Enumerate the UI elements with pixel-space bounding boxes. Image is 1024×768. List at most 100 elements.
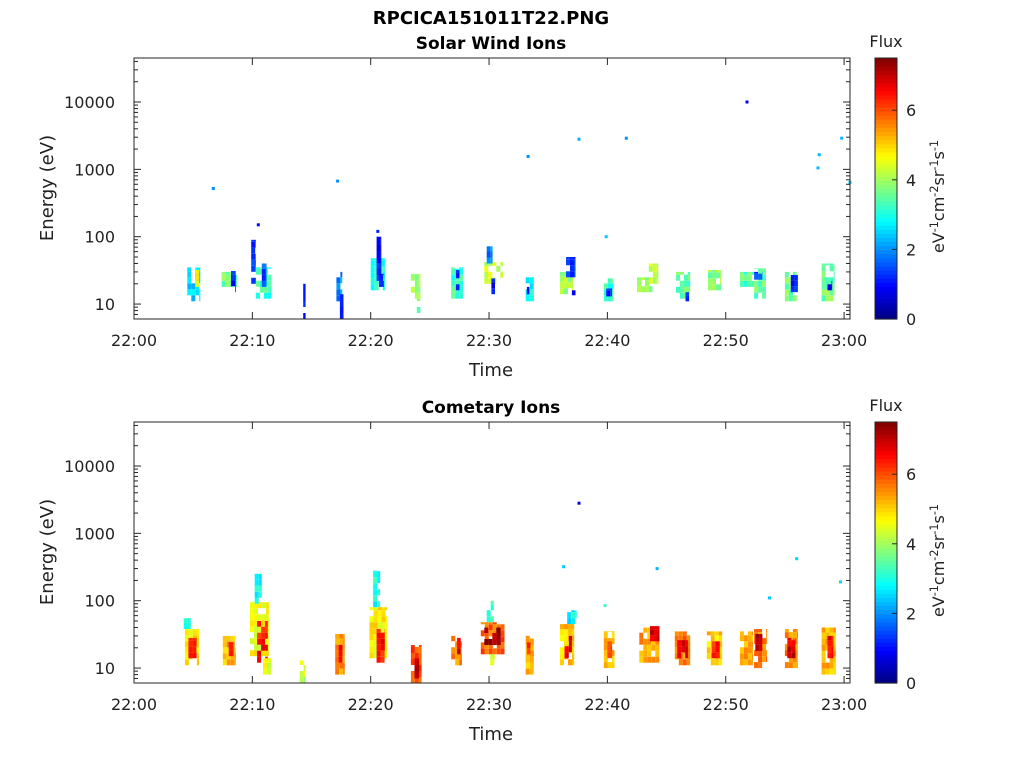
heatmap-cell [376, 257, 381, 263]
heatmap-cell [455, 653, 460, 660]
heatmap-cell [688, 271, 691, 275]
heatmap-cell [251, 277, 256, 284]
colorbar-band [875, 274, 897, 279]
heatmap-cell [340, 289, 343, 296]
heatmap-cell [451, 635, 456, 642]
heatmap-cell [188, 640, 193, 647]
heatmap-cell [231, 274, 235, 281]
heatmap-cell [418, 274, 421, 281]
heatmap-cell [262, 650, 266, 657]
colorbar-band [875, 507, 897, 513]
heatmap-cell [639, 632, 644, 639]
heatmap-cell [418, 659, 422, 665]
heatmap-cells-cometary [183, 501, 842, 683]
heatmap-cell [706, 647, 711, 654]
x-tick-label: 23:00 [821, 695, 867, 714]
heatmap-cell [385, 634, 388, 641]
heatmap-cell [647, 638, 652, 645]
heatmap-cell [379, 280, 383, 287]
heatmap-cell [788, 662, 793, 669]
heatmap-cell [747, 659, 752, 666]
heatmap-cell [794, 286, 798, 293]
heatmap-cell [336, 295, 341, 302]
heatmap-cell [459, 267, 463, 269]
heatmap-cell [790, 275, 795, 281]
heatmap-cell [343, 650, 345, 657]
heatmap-cell [373, 589, 378, 596]
heatmap-cell [267, 658, 271, 663]
heatmap-cell [791, 652, 796, 659]
heatmap-cell [762, 268, 766, 269]
heatmap-cell [385, 622, 388, 629]
axes-cometary: 22:00 22:10 22:20 22:30 22:40 22:50 23:00 10 100… [64, 421, 867, 714]
heatmap-cell [827, 646, 832, 653]
heatmap-cell [647, 627, 652, 633]
heatmap-cell [794, 275, 798, 281]
heatmap-cell [335, 634, 340, 639]
heatmap-cell [568, 276, 572, 283]
colorbar-band [875, 487, 897, 492]
heatmap-point [840, 136, 844, 140]
heatmap-cell [486, 251, 491, 258]
heatmap-cell [261, 638, 266, 645]
heatmap-cell [648, 277, 653, 284]
heatmap-cell [708, 284, 712, 291]
colorbar-band [875, 106, 897, 112]
heatmap-cell [254, 602, 258, 609]
colorbar-tick-label: 0 [906, 674, 916, 693]
heatmap-cell [488, 639, 493, 645]
heatmap-cell [484, 630, 489, 637]
heatmap-cell [568, 282, 572, 289]
heatmap-cell [380, 257, 382, 263]
heatmap-cell [825, 662, 830, 669]
colorbar-band [875, 605, 897, 611]
heatmap-cell [496, 627, 501, 633]
heatmap-cell [418, 653, 422, 659]
heatmap-cell [299, 660, 304, 665]
colorbar-band [875, 168, 897, 173]
heatmap-cell [747, 635, 752, 642]
heatmap-cell [492, 633, 497, 639]
heatmap-cell [647, 632, 652, 639]
heatmap-cell [226, 635, 231, 642]
colorbar-band [875, 98, 897, 104]
heatmap-cell [574, 259, 576, 266]
heatmap-cell [718, 653, 723, 660]
heatmap-cell [457, 637, 461, 643]
heatmap-cell [484, 648, 489, 655]
colorbar-band [875, 544, 897, 550]
colorbar-band [875, 560, 897, 566]
heatmap-cell [714, 631, 719, 636]
heatmap-cell [490, 604, 494, 611]
heatmap-cell [796, 644, 798, 651]
heatmap-cell [706, 641, 711, 648]
heatmap-cell [265, 268, 267, 275]
heatmap-cell [250, 626, 254, 633]
heatmap-cell [712, 278, 716, 285]
heatmap-cell [710, 659, 715, 666]
y-tick-label: 100 [84, 592, 115, 611]
heatmap-cell [674, 635, 679, 642]
colorbar-band [875, 491, 897, 497]
heatmap-cell [651, 638, 656, 645]
heatmap-cell [382, 258, 385, 261]
x-tick-label: 22:40 [584, 695, 630, 714]
heatmap-cell [184, 659, 189, 666]
heatmap-cell [484, 642, 489, 649]
heatmap-cell [299, 677, 304, 683]
heatmap-cell [791, 646, 796, 653]
heatmap-cell [708, 270, 712, 273]
heatmap-cell [708, 272, 712, 279]
heatmap-cell [488, 277, 493, 284]
heatmap-cell [376, 632, 381, 639]
heatmap-cell [652, 271, 657, 278]
heatmap-cell [649, 286, 653, 293]
heatmap-cell [560, 624, 564, 630]
heatmap-cell [377, 571, 381, 578]
heatmap-cell [480, 630, 485, 637]
heatmap-cell [566, 259, 570, 266]
heatmap-cell [339, 307, 344, 313]
heatmap-cell [455, 659, 460, 666]
colorbar-band [875, 278, 897, 283]
heatmap-cells-solar-wind [187, 100, 852, 319]
